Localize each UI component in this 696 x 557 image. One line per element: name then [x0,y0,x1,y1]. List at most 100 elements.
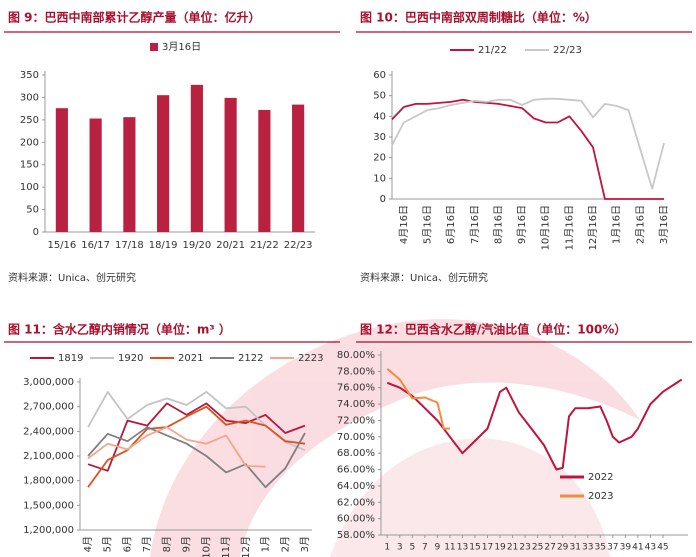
y-tick-label: 60 [373,70,386,81]
series-line [386,368,450,430]
x-tick-label: 10月 [200,536,212,557]
y-tick-label: 100 [20,182,39,193]
series-line [87,426,266,468]
x-tick-label: 11 [444,543,455,553]
series-line [87,405,306,488]
x-tick-label: 35 [595,543,606,553]
legend-label: 3月16日 [162,41,201,53]
legend-label: 2022 [588,472,613,483]
y-tick-label: 80.00% [337,350,375,361]
y-tick-label: 70.00% [337,432,375,443]
legend-label: 2122 [238,353,263,364]
x-tick-label: 39 [620,543,632,553]
y-tick-label: 50 [26,205,39,216]
x-tick-label: 12月 [240,536,252,557]
bar [89,118,102,232]
x-tick-label: 19/20 [182,240,211,251]
x-tick-label: 6月16日 [445,205,457,244]
x-tick-label: 3月16日 [658,205,670,244]
bar [55,108,68,232]
x-tick-label: 7 [422,543,428,553]
x-tick-label: 5月16日 [421,205,433,244]
bar [292,104,305,232]
x-tick-label: 5 [409,543,415,553]
legend-label: 1819 [58,353,83,364]
x-tick-label: 15 [469,543,480,553]
legend-swatch [150,43,158,51]
y-tick-label: 2,700,000 [23,402,74,413]
y-tick-label: 68.00% [337,448,375,459]
x-tick-label: 1月 [260,536,272,552]
series-line [87,426,306,489]
x-tick-label: 8月16日 [492,205,504,244]
y-tick-label: 1,200,000 [23,525,74,536]
x-tick-label: 7月16日 [469,205,481,244]
y-tick-label: 40 [373,111,386,122]
y-tick-label: 62.00% [337,497,375,508]
x-tick-label: 17 [482,543,493,553]
source-note: 资料来源：Unica、创元研究 [360,271,488,284]
y-tick-label: 2,400,000 [23,426,74,437]
x-tick-label: 29 [557,543,569,553]
y-tick-label: 2,100,000 [23,451,74,462]
x-tick-label: 2月 [279,536,291,552]
y-tick-label: 20 [373,153,386,164]
x-tick-label: 20/21 [216,240,245,251]
bar [123,117,136,232]
x-tick-label: 43 [645,543,656,553]
legend-label: 2023 [588,491,613,502]
x-tick-label: 19 [494,543,506,553]
x-tick-label: 3月 [299,536,311,552]
watermark [150,319,640,557]
y-tick-label: 50 [373,91,386,102]
series-line [87,402,306,472]
x-tick-label: 16/17 [81,240,110,251]
x-tick-label: 8月 [161,536,173,552]
chart-title: 图 12：巴西含水乙醇/汽油比值（单位：100%） [360,322,626,337]
y-tick-label: 300 [20,92,39,103]
x-tick-label: 1月16日 [611,205,623,244]
x-tick-label: 4月16日 [398,205,410,244]
chart-title: 图 10：巴西中南部双周制糖比（单位：%） [360,10,597,25]
y-tick-label: 3,000,000 [23,377,74,388]
series-line [386,378,683,471]
bar [224,97,237,233]
x-tick-label: 37 [607,543,618,553]
x-tick-label: 5月 [102,536,114,552]
source-note: 资料来源：Unica、创元研究 [8,271,136,284]
x-tick-label: 10月16日 [540,205,552,250]
x-tick-label: 17/18 [115,240,144,251]
legend-label: 1920 [118,353,143,364]
x-tick-label: 18/19 [149,240,178,251]
x-tick-label: 21 [507,543,518,553]
x-tick-label: 12月16日 [587,205,599,250]
series-line [391,97,665,190]
bar [190,84,203,233]
x-tick-label: 6月 [121,536,133,552]
chart-title: 图 9：巴西中南部累计乙醇产量（单位：亿升） [8,10,261,25]
y-tick-label: 200 [20,137,39,148]
y-tick-label: 64.00% [337,481,375,492]
x-tick-label: 31 [569,543,580,553]
x-tick-label: 1 [384,543,390,553]
x-tick-label: 9月16日 [516,205,528,244]
y-tick-label: 350 [20,70,39,81]
y-tick-label: 1,500,000 [23,500,74,511]
bar [258,109,271,232]
legend-label: 2223 [298,353,323,364]
y-tick-label: 30 [373,132,386,143]
x-tick-label: 13 [457,543,468,553]
series-line [391,98,664,200]
y-tick-label: 0 [33,227,39,238]
x-tick-label: 41 [632,543,643,553]
legend-label: 2021 [178,353,203,364]
x-tick-label: 27 [544,543,555,553]
legend-label: 22/23 [553,45,582,56]
x-tick-label: 4月 [82,536,94,552]
x-tick-label: 11月 [220,536,232,557]
x-tick-label: 33 [582,543,593,553]
y-tick-label: 0 [380,194,386,205]
y-tick-label: 60.00% [337,514,375,525]
y-tick-label: 66.00% [337,465,375,476]
